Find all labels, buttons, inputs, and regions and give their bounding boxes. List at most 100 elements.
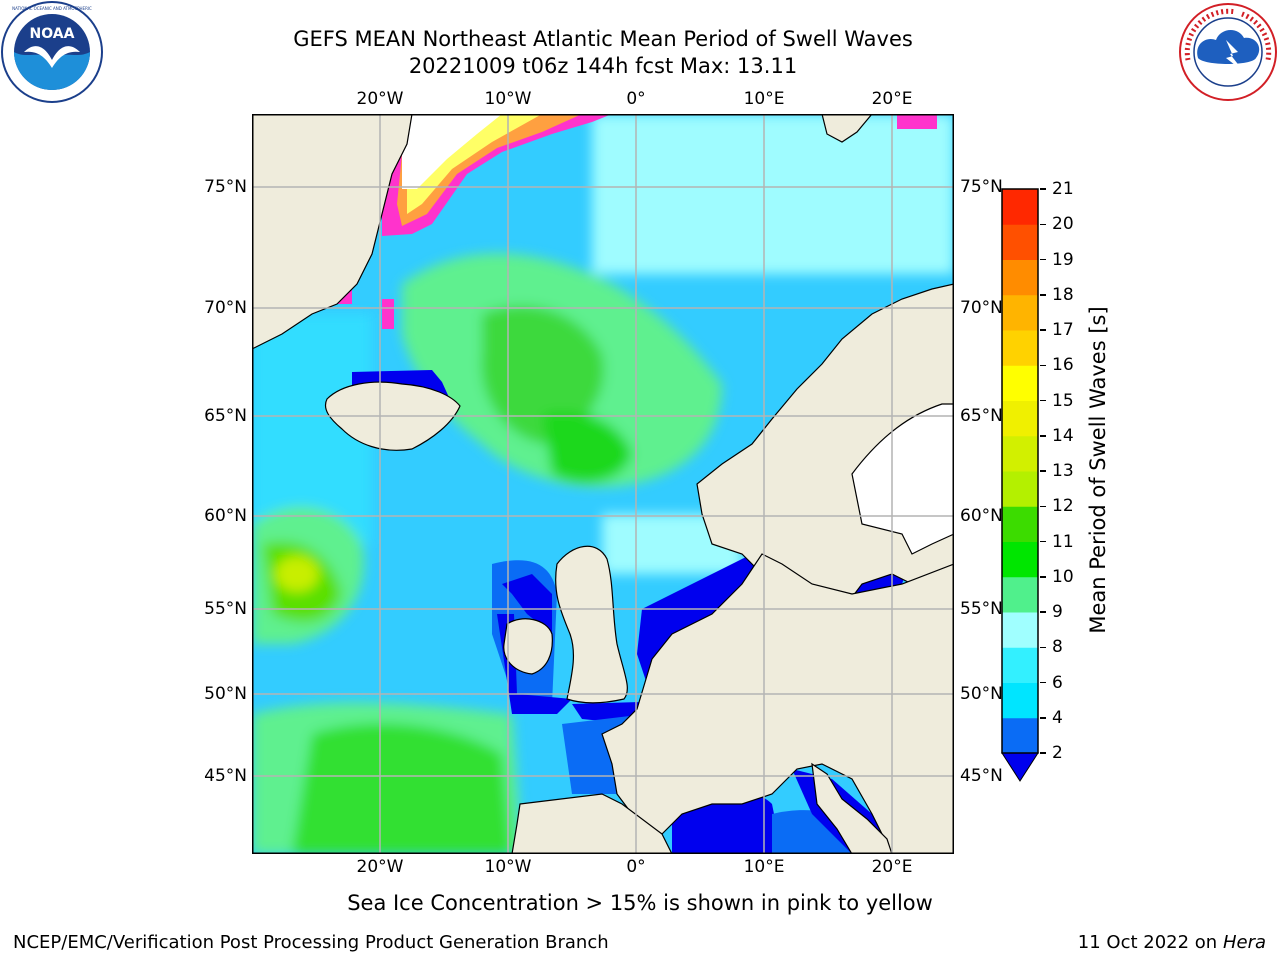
lon-label: 20°W bbox=[356, 89, 404, 109]
footer-date: 11 Oct 2022 on Hera bbox=[1078, 932, 1266, 953]
lat-label: 70°N bbox=[960, 298, 1003, 318]
lat-label: 55°N bbox=[960, 599, 1003, 619]
footer-date-text: 11 Oct 2022 on bbox=[1077, 932, 1218, 953]
colorbar-segment bbox=[1002, 435, 1038, 472]
colorbar-segment bbox=[1002, 612, 1038, 648]
lon-label: 20°E bbox=[871, 857, 913, 877]
colorbar-tick-label: 2 bbox=[1052, 743, 1063, 763]
colorbar-tick-mark bbox=[1040, 681, 1046, 684]
lon-label: 10°W bbox=[484, 857, 532, 877]
map-border bbox=[252, 114, 954, 854]
colorbar-tick-label: 14 bbox=[1052, 425, 1074, 446]
colorbar-tick-mark bbox=[1040, 646, 1046, 648]
lon-label: 0° bbox=[626, 857, 646, 877]
colorbar-tick-label: 20 bbox=[1052, 214, 1074, 235]
colorbar-tick-mark bbox=[1040, 258, 1046, 261]
great-britain bbox=[555, 545, 628, 704]
colorbar-frame bbox=[1001, 188, 1039, 754]
greenland bbox=[252, 114, 413, 350]
lat-label: 60°N bbox=[960, 506, 1003, 526]
lon-label: 20°E bbox=[871, 89, 913, 109]
colorbar-tick-label: 4 bbox=[1052, 707, 1063, 728]
colorbar-tick-mark bbox=[1040, 329, 1046, 331]
sea-ice bbox=[312, 114, 937, 329]
colorbar-tick-mark bbox=[1040, 717, 1046, 719]
sea-ice-note: Sea Ice Concentration > 15% is shown in … bbox=[347, 891, 933, 915]
colorbar-tick-mark bbox=[1040, 505, 1046, 507]
colorbar-segment bbox=[1002, 717, 1038, 754]
colorbar-segment bbox=[1002, 259, 1038, 296]
colorbar-tick-label: 19 bbox=[1052, 249, 1074, 270]
italy bbox=[811, 762, 893, 854]
colorbar-tick-mark bbox=[1040, 364, 1046, 366]
colorbar-tick-mark bbox=[1040, 223, 1046, 225]
swell-period-field bbox=[252, 114, 954, 854]
lat-label: 75°N bbox=[204, 177, 247, 197]
lat-label: 70°N bbox=[204, 298, 247, 318]
lat-label: 50°N bbox=[960, 684, 1003, 704]
chart-subtitle-forecast: 20221009 t06z 144h fcst Max: 13.11 bbox=[408, 54, 798, 78]
gridlines bbox=[252, 114, 954, 854]
chart-title: GEFS MEAN Northeast Atlantic Mean Period… bbox=[293, 27, 913, 51]
map-plot bbox=[252, 114, 954, 854]
lon-label: 10°E bbox=[743, 89, 785, 109]
colorbar-segment bbox=[1002, 224, 1038, 260]
noaa-logo-text: NOAA bbox=[30, 26, 75, 42]
colorbar-tick-label: 8 bbox=[1052, 637, 1063, 658]
colorbar-segment bbox=[1002, 682, 1038, 719]
colorbar-segment bbox=[1002, 471, 1038, 507]
colorbar-tick-mark bbox=[1040, 188, 1046, 190]
colorbar-segment bbox=[1002, 294, 1038, 331]
colorbar-tick-mark bbox=[1040, 752, 1046, 754]
colorbar-extend-arrow bbox=[1001, 752, 1039, 782]
colorbar-tick-label: 10 bbox=[1052, 566, 1074, 587]
lat-label: 50°N bbox=[204, 684, 247, 704]
svg-text:NATIONAL OCEANIC AND ATMOSPHER: NATIONAL OCEANIC AND ATMOSPHERIC bbox=[12, 6, 92, 11]
colorbar-segment bbox=[1002, 189, 1038, 225]
nws-logo bbox=[1179, 3, 1277, 101]
svalbard bbox=[821, 114, 873, 143]
lon-label: 0° bbox=[626, 89, 646, 109]
lon-label: 10°E bbox=[743, 857, 785, 877]
colorbar-tick-label: 15 bbox=[1052, 390, 1074, 411]
colorbar-segment bbox=[1002, 330, 1038, 366]
colorbar-tick-label: 9 bbox=[1052, 602, 1063, 622]
colorbar-tick-label: 6 bbox=[1052, 672, 1063, 693]
colorbar-tick-label: 17 bbox=[1052, 320, 1074, 340]
colorbar-segment bbox=[1002, 400, 1038, 437]
colorbar-tick-mark bbox=[1040, 435, 1046, 437]
colorbar-label: Mean Period of Swell Waves [s] bbox=[1086, 306, 1110, 634]
continental-europe bbox=[601, 553, 954, 854]
lat-label: 45°N bbox=[960, 766, 1003, 786]
colorbar bbox=[1001, 188, 1039, 782]
lat-label: 65°N bbox=[960, 406, 1003, 426]
land bbox=[252, 114, 954, 854]
noaa-logo: NOAA NATIONAL OCEANIC AND ATMOSPHERIC bbox=[1, 1, 103, 103]
lat-label: 55°N bbox=[204, 599, 247, 619]
colorbar-tick-mark bbox=[1040, 540, 1046, 543]
colorbar-tick-label: 18 bbox=[1052, 284, 1074, 305]
colorbar-tick-label: 16 bbox=[1052, 355, 1074, 376]
colorbar-tick-label: 11 bbox=[1052, 531, 1074, 552]
lon-label: 20°W bbox=[356, 857, 404, 877]
colorbar-tick-label: 13 bbox=[1052, 461, 1074, 481]
colorbar-segment bbox=[1002, 365, 1038, 401]
lat-label: 75°N bbox=[960, 177, 1003, 197]
colorbar-tick-mark bbox=[1040, 576, 1046, 578]
colorbar-segment bbox=[1002, 541, 1038, 578]
colorbar-tick-mark bbox=[1040, 399, 1046, 402]
colorbar-segment bbox=[1002, 576, 1038, 613]
colorbar-tick-mark bbox=[1040, 294, 1046, 296]
footer-host: Hera bbox=[1222, 932, 1266, 953]
colorbar-tick-label: 21 bbox=[1052, 179, 1074, 199]
colorbar-segment bbox=[1002, 647, 1038, 683]
iberia bbox=[511, 793, 673, 854]
colorbar-tick-mark bbox=[1040, 470, 1046, 472]
colorbar-segment bbox=[1002, 506, 1038, 542]
lon-label: 10°W bbox=[484, 89, 532, 109]
lat-label: 65°N bbox=[204, 406, 247, 426]
lat-label: 45°N bbox=[204, 766, 247, 786]
colorbar-tick-mark bbox=[1040, 611, 1046, 613]
lat-label: 60°N bbox=[204, 506, 247, 526]
footer-credit: NCEP/EMC/Verification Post Processing Pr… bbox=[13, 932, 609, 953]
